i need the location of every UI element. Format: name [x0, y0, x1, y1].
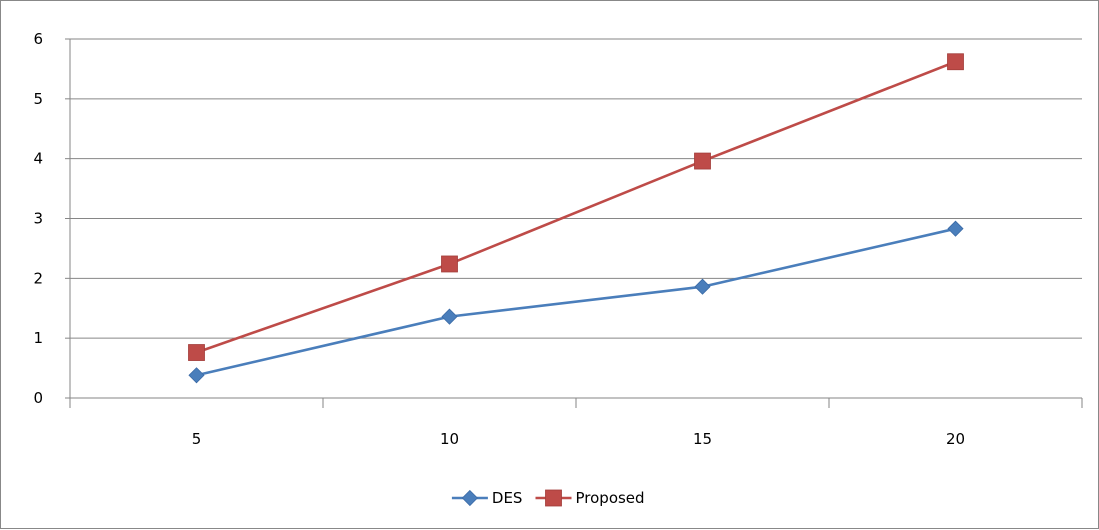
y-tick-label: 6	[33, 30, 43, 48]
data-point-proposed	[188, 344, 205, 361]
series-proposed	[188, 53, 964, 361]
legend-item-des: DES	[451, 489, 523, 507]
legend-label-proposed: Proposed	[576, 489, 645, 507]
data-point-proposed	[441, 255, 458, 273]
data-point-proposed	[694, 152, 711, 170]
y-tick-label: 2	[33, 269, 43, 287]
series-des	[188, 220, 964, 384]
data-point-des	[694, 278, 711, 295]
y-tick-labels: 0 1 2 3 4 5 6	[33, 30, 43, 407]
y-tick-label: 0	[33, 389, 43, 407]
series-line-des	[195, 227, 957, 377]
gridlines	[70, 38, 1082, 339]
y-tick-label: 4	[33, 150, 43, 168]
series	[188, 53, 964, 384]
data-point-des	[188, 367, 205, 384]
x-tick-labels: 5 10 15 20	[192, 430, 965, 448]
data-point-des	[947, 220, 964, 237]
data-point-des	[441, 308, 458, 325]
y-tick-label: 3	[33, 210, 43, 228]
x-tick-label: 5	[192, 430, 202, 448]
legend: DES Proposed	[451, 489, 645, 507]
data-point-proposed	[947, 53, 964, 71]
legend-item-proposed: Proposed	[535, 489, 645, 507]
axes	[65, 38, 1083, 408]
series-line-proposed	[195, 60, 957, 354]
legend-marker-proposed	[545, 489, 562, 507]
x-tick-label: 10	[440, 430, 459, 448]
y-tick-label: 5	[33, 90, 43, 108]
y-tick-label: 1	[33, 329, 43, 347]
legend-label-des: DES	[492, 489, 523, 507]
x-tick-label: 15	[693, 430, 712, 448]
legend-marker-des	[461, 489, 478, 507]
x-tick-label: 20	[946, 430, 965, 448]
